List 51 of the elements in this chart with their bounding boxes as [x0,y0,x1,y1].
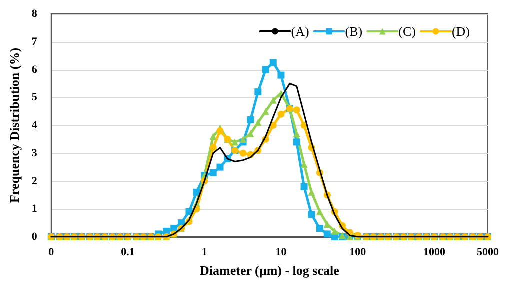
point [278,72,285,79]
point [293,130,300,138]
y-tick-label: 3 [32,147,38,160]
point [308,188,316,196]
point [262,66,270,74]
point [316,225,324,232]
y-tick-label: 6 [32,64,38,76]
point [262,108,270,116]
point [216,164,224,171]
x-tick-label: 10 [276,246,288,258]
y-tick-label: 0 [32,231,38,243]
x-tick-label: 0.1 [121,246,135,258]
point [232,138,239,146]
y-axis-title: Frequency Distribution (%) [7,48,22,204]
point [293,138,300,146]
point [308,211,316,218]
legend-label: (C) [398,24,416,39]
y-tick-label: 7 [32,36,38,48]
point [247,116,254,124]
legend-label: (D) [452,24,470,39]
x-tick-label: 1 [202,246,208,258]
point [270,59,277,66]
y-tick-label: 1 [32,203,38,216]
y-tick-label: 4 [32,120,38,132]
y-tick-label: 8 [32,8,38,20]
point [270,96,277,104]
point [210,144,217,152]
x-tick-label: 1000 [423,246,446,258]
y-tick-label: 2 [32,175,38,188]
point [300,161,308,168]
point [210,133,217,140]
point [324,230,331,238]
point [216,128,224,135]
x-axis-title: Diameter (µm) - log scale [200,263,340,278]
legend-label: (A) [291,24,310,39]
x-tick-label: 5000 [477,246,500,258]
point [331,228,338,235]
x-tick-label: 0 [48,246,55,258]
point [300,183,308,190]
point [293,106,300,114]
point [254,119,262,126]
point [210,169,217,176]
y-tick-label: 5 [32,92,38,104]
legend-label: (B) [345,24,363,39]
point [254,88,262,96]
point [278,110,285,118]
point [240,136,247,143]
point [316,208,324,216]
x-tick-label: 100 [350,246,367,258]
point [247,130,254,138]
point [240,150,247,157]
